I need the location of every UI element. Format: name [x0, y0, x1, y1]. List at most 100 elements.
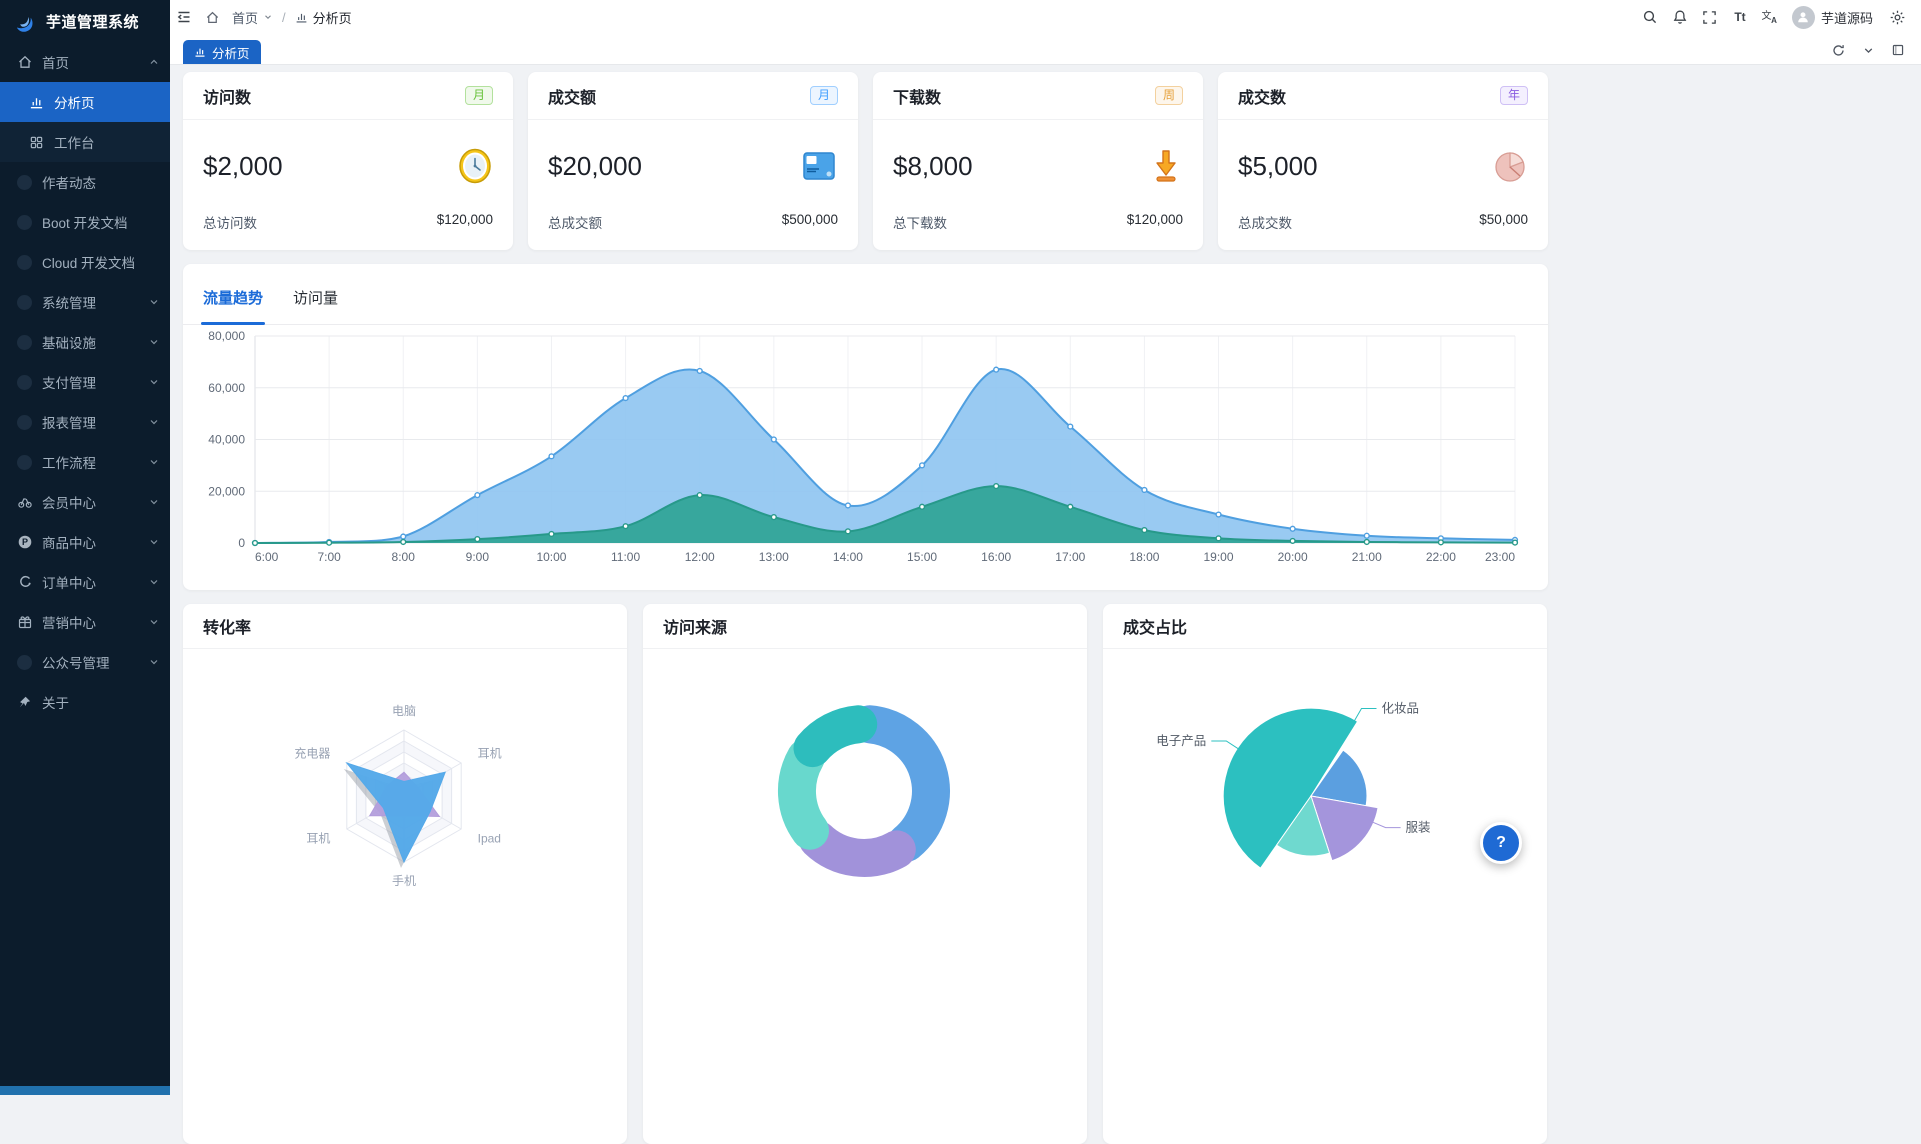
- app-logo[interactable]: 芋道管理系统: [0, 0, 170, 42]
- svg-text:电脑: 电脑: [392, 704, 416, 718]
- menu-fold-icon[interactable]: [170, 3, 198, 31]
- chevron-down-icon: [148, 336, 160, 348]
- trend-tabs: 流量趋势 访问量: [183, 264, 1548, 325]
- stat-card-deals: 成交数 年 $5,000 总成交数 $50,000: [1218, 72, 1548, 250]
- sidebar-item-boot-docs[interactable]: Boot 开发文档: [0, 202, 170, 242]
- traffic-trend-card: 流量趋势 访问量 0 20,000 40,000 60,000 80,000 6:00 7:…: [183, 264, 1548, 590]
- refresh-icon[interactable]: [1823, 39, 1853, 61]
- sidebar-item-member[interactable]: 会员中心: [0, 482, 170, 522]
- gear-icon[interactable]: [1883, 3, 1911, 31]
- stat-value: $8,000: [893, 150, 973, 181]
- tab-visit-volume[interactable]: 访问量: [293, 290, 339, 307]
- sidebar-item-workflow[interactable]: 工作流程: [0, 442, 170, 482]
- stat-card-turnover: 成交额 月 $20,000 总成交额 $500,000: [528, 72, 858, 250]
- stat-card-downloads: 下载数 周 $8,000 总下载数 $120,000: [873, 72, 1203, 250]
- order-icon: [16, 574, 33, 591]
- sidebar-item-about[interactable]: 关于: [0, 682, 170, 722]
- chevron-down-icon: [148, 496, 160, 508]
- dot-icon: [16, 414, 33, 431]
- sidebar-item-system[interactable]: 系统管理: [0, 282, 170, 322]
- period-badge: 年: [1499, 86, 1528, 105]
- stat-footer-label: 总下载数: [893, 216, 947, 231]
- svg-text:A: A: [1771, 16, 1777, 25]
- chevron-down-icon: [148, 616, 160, 628]
- svg-text:6:00: 6:00: [255, 550, 279, 564]
- tabbar: 分析页: [170, 34, 1921, 65]
- svg-text:9:00: 9:00: [466, 550, 490, 564]
- grid-icon: [28, 134, 45, 151]
- stat-footer-value: $500,000: [781, 212, 838, 227]
- sidebar-item-product[interactable]: P 商品中心: [0, 522, 170, 562]
- sidebar-item-payment[interactable]: 支付管理: [0, 362, 170, 402]
- chevron-down-icon: [148, 456, 160, 468]
- member-icon: [16, 494, 33, 511]
- svg-text:P: P: [21, 537, 27, 547]
- chevron-down-icon: [148, 416, 160, 428]
- dot-icon: [16, 214, 33, 231]
- svg-text:11:00: 11:00: [611, 550, 640, 564]
- svg-text:19:00: 19:00: [1204, 550, 1234, 564]
- stat-footer-label: 总访问数: [203, 216, 257, 231]
- dot-icon: [16, 454, 33, 471]
- username[interactable]: 芋道源码: [1820, 10, 1873, 26]
- breadcrumb-home[interactable]: 首页: [232, 10, 259, 26]
- home-icon[interactable]: [198, 3, 226, 31]
- sidebar-item-home[interactable]: 首页: [0, 42, 170, 82]
- sidebar-item-marketing[interactable]: 营销中心: [0, 602, 170, 642]
- download-icon: [1149, 147, 1183, 185]
- stat-value: $5,000: [1238, 150, 1318, 181]
- sidebar-submenu-home: 分析页 工作台: [0, 82, 170, 162]
- fullscreen-icon[interactable]: [1696, 3, 1724, 31]
- sidebar-item-cloud-docs[interactable]: Cloud 开发文档: [0, 242, 170, 282]
- sidebar: 芋道管理系统 首页 分析页 工作台 作者动态 Boot 开发文档 Cloud 开…: [0, 0, 170, 1095]
- period-badge: 月: [464, 86, 493, 105]
- breadcrumb-separator: /: [282, 9, 286, 25]
- svg-text:60,000: 60,000: [208, 381, 245, 395]
- stat-footer-value: $120,000: [1126, 212, 1183, 227]
- dot-icon: [16, 374, 33, 391]
- stat-footer-value: $120,000: [436, 212, 493, 227]
- help-button[interactable]: ?: [1480, 822, 1522, 864]
- tab-analysis[interactable]: 分析页: [183, 40, 261, 64]
- conversion-rate-card: 转化率 电脑 耳机 Ipad 手机 耳机 充电器: [183, 604, 627, 1144]
- sidebar-item-order[interactable]: 订单中心: [0, 562, 170, 602]
- bar-chart-icon: [28, 94, 45, 111]
- font-size-icon[interactable]: Tt: [1726, 3, 1754, 31]
- svg-text:7:00: 7:00: [317, 550, 341, 564]
- svg-text:服装: 服装: [1406, 821, 1431, 835]
- svg-text:13:00: 13:00: [759, 550, 789, 564]
- sidebar-item-official-account[interactable]: 公众号管理: [0, 642, 170, 682]
- svg-text:18:00: 18:00: [1129, 550, 1159, 564]
- bar-chart-icon: [195, 48, 205, 57]
- traffic-trend-chart[interactable]: 0 20,000 40,000 60,000 80,000 6:00 7:00 8:00 9:0…: [183, 324, 1548, 574]
- sidebar-bottom-strip[interactable]: [0, 1086, 170, 1095]
- breadcrumb-current[interactable]: 分析页: [295, 8, 352, 27]
- tabbar-actions: [1823, 39, 1921, 64]
- sidebar-item-author-news[interactable]: 作者动态: [0, 162, 170, 202]
- visit-source-donut-chart[interactable]: [643, 649, 1087, 1109]
- stat-title: 成交数: [1238, 89, 1287, 107]
- bell-icon[interactable]: [1666, 3, 1694, 31]
- avatar[interactable]: [1791, 5, 1815, 29]
- sidebar-item-analysis[interactable]: 分析页: [0, 82, 170, 122]
- visit-source-card: 访问来源: [643, 604, 1087, 1144]
- maximize-icon[interactable]: [1883, 39, 1913, 61]
- chevron-down-icon[interactable]: [1853, 39, 1883, 61]
- svg-text:15:00: 15:00: [907, 550, 937, 564]
- dot-icon: [16, 654, 33, 671]
- sidebar-item-report[interactable]: 报表管理: [0, 402, 170, 442]
- pie-icon: [1492, 148, 1528, 184]
- tab-traffic-trend[interactable]: 流量趋势: [200, 287, 266, 325]
- search-icon[interactable]: [1636, 3, 1664, 31]
- svg-text:12:00: 12:00: [685, 550, 715, 564]
- svg-text:化妆品: 化妆品: [1382, 702, 1420, 716]
- sidebar-item-workbench[interactable]: 工作台: [0, 122, 170, 162]
- home-icon: [16, 54, 33, 71]
- panel-title: 成交占比: [1103, 604, 1547, 649]
- sidebar-item-infra[interactable]: 基础设施: [0, 322, 170, 362]
- stat-footer-label: 总成交数: [1238, 216, 1292, 231]
